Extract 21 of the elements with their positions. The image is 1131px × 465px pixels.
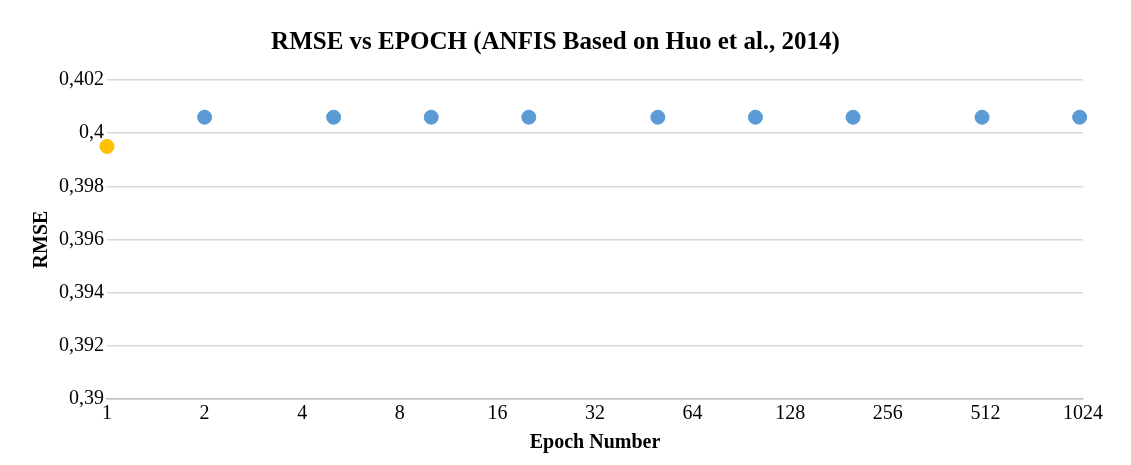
x-tick-label: 4	[297, 401, 308, 424]
y-tick-label: 0,39	[69, 386, 104, 409]
x-axis-title: Epoch Number	[529, 430, 661, 454]
x-tick-label: 2	[199, 401, 210, 424]
y-tick-label: 0,394	[59, 279, 104, 302]
x-tick-label: 64	[682, 401, 703, 424]
y-tick-label: 0,402	[59, 67, 104, 90]
y-tick-label: 0,398	[59, 173, 104, 196]
x-tick-label: 16	[487, 401, 508, 424]
x-tick-label: 1	[102, 401, 112, 424]
chart-title: RMSE vs EPOCH (ANFIS Based on Huo et al., 2014)	[271, 27, 840, 56]
y-tick-label: 0,392	[59, 333, 104, 356]
x-tick-label: 512	[970, 401, 1001, 424]
y-tick-label: 0,4	[79, 120, 104, 143]
y-tick-label: 0,396	[59, 226, 104, 249]
x-tick-label: 32	[585, 401, 605, 424]
y-axis-title: RMSE	[29, 210, 52, 269]
x-tick-label: 256	[872, 401, 903, 424]
x-tick-label: 128	[775, 401, 806, 424]
x-tick-label: 1024	[1063, 401, 1103, 424]
x-tick-label: 8	[394, 401, 405, 424]
